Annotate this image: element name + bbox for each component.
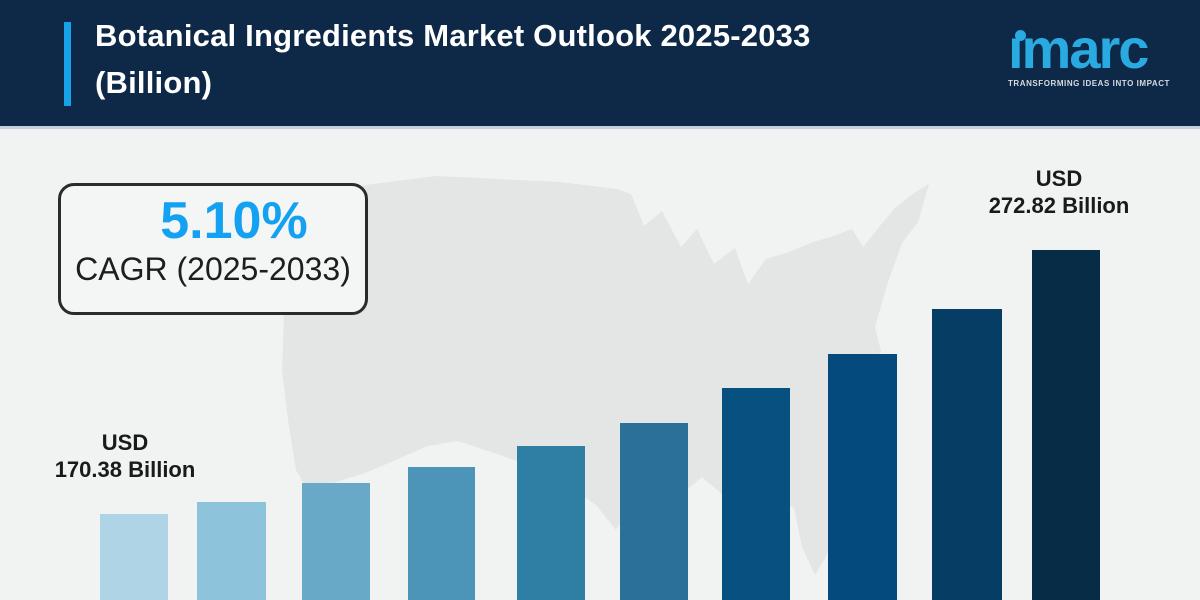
bar-2025 — [197, 502, 266, 600]
bar-2026 — [302, 483, 370, 600]
first-bar-currency: USD — [101, 430, 149, 455]
last-bar-currency: USD — [1035, 166, 1083, 191]
bar-2030 — [722, 388, 790, 600]
imarc-logo-wordmark: ımarc — [1008, 20, 1178, 78]
cagr-value: 5.10% — [160, 192, 308, 250]
logo-i-dot-icon — [1015, 30, 1026, 41]
page-title: Botanical Ingredients Market Outlook 202… — [95, 12, 975, 106]
last-bar-amount: 272.82 Billion — [988, 193, 1130, 218]
first-bar-value-label: USD 170.38 Billion — [30, 429, 220, 483]
title-accent-bar — [64, 22, 71, 106]
cagr-card: 5.10% CAGR (2025-2033) — [58, 183, 368, 315]
title-line2: (Billion) — [95, 65, 213, 100]
bar-2031 — [828, 354, 897, 600]
bar-2032 — [932, 309, 1002, 600]
bar-2028 — [517, 446, 585, 600]
imarc-logo: ımarc TRANSFORMING IDEAS INTO IMPACT — [1008, 14, 1178, 89]
bar-2027 — [408, 467, 475, 600]
bar-2029 — [620, 423, 688, 600]
first-bar-amount: 170.38 Billion — [54, 457, 196, 482]
bar-2024 — [100, 514, 168, 600]
last-bar-value-label: USD 272.82 Billion — [964, 165, 1154, 219]
bar-2033 — [1032, 250, 1100, 600]
title-line1: Botanical Ingredients Market Outlook 202… — [95, 18, 811, 53]
imarc-logo-text: ımarc — [1008, 17, 1149, 80]
imarc-logo-tagline: TRANSFORMING IDEAS INTO IMPACT — [1008, 79, 1170, 88]
header: Botanical Ingredients Market Outlook 202… — [0, 0, 1200, 129]
cagr-period-label: CAGR (2025-2033) — [75, 251, 351, 287]
